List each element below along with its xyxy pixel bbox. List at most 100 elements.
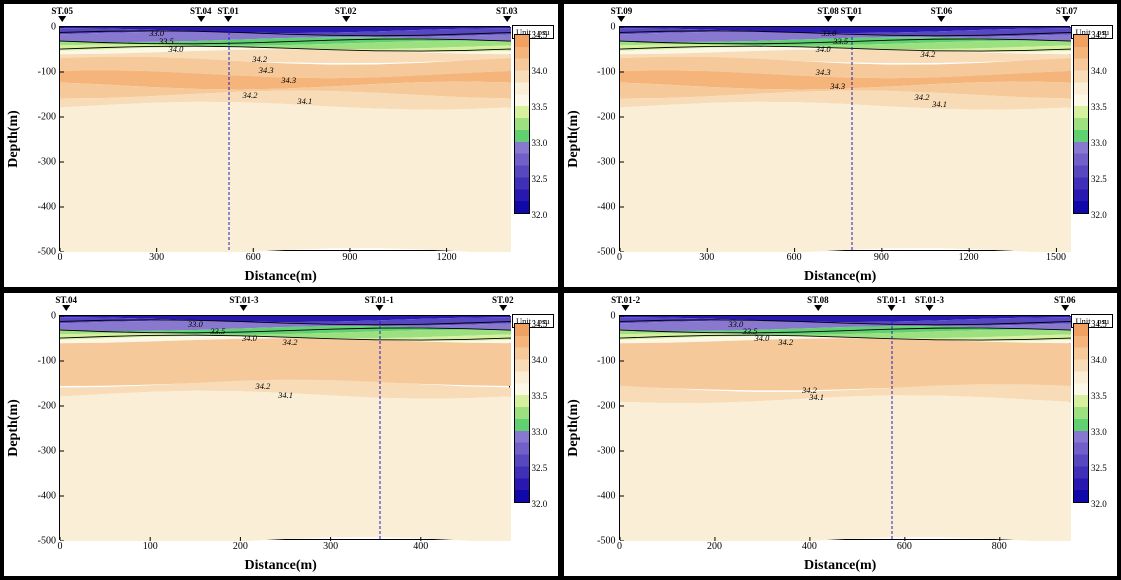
station-label: ST.06 <box>1054 295 1076 305</box>
colorbar-tick-label: 34.5 <box>529 30 548 40</box>
x-tick-label: 600 <box>787 250 802 263</box>
y-tick-label: -100 <box>38 67 60 78</box>
station-marker: ST.01-3 <box>229 295 258 311</box>
colorbar-tick-label: 32.0 <box>1088 210 1107 220</box>
x-tick-label: 900 <box>342 250 357 263</box>
y-axis-title: Depth(m) <box>566 110 582 168</box>
colorbar-tick-label: 34.0 <box>529 355 548 365</box>
y-tick-label: -200 <box>597 401 619 412</box>
colorbar-tick-label: 32.0 <box>1088 499 1107 509</box>
reference-vline <box>892 316 893 539</box>
x-tick-label: 1200 <box>437 250 457 263</box>
x-axis-title: Distance(m) <box>804 558 876 574</box>
triangle-down-icon <box>197 16 205 22</box>
colorbar-tick-label: 34.5 <box>529 319 548 329</box>
chart-panel: Depth(m) Distance(m) ST.01-2 ST.08 ST.01-1 ST… <box>562 291 1120 578</box>
station-label: ST.05 <box>51 6 73 16</box>
colorbar-tick-label: 34.0 <box>1088 66 1107 76</box>
station-marker: ST.09 <box>611 6 633 22</box>
triangle-down-icon <box>925 305 933 311</box>
y-tick-label: 0 <box>51 22 60 33</box>
y-tick-label: -400 <box>38 491 60 502</box>
triangle-down-icon <box>1061 305 1069 311</box>
reference-vline <box>229 27 230 250</box>
colorbar-tick-label: 32.5 <box>529 463 548 473</box>
colorbar-tick-label: 33.5 <box>1088 391 1107 401</box>
x-axis-title: Distance(m) <box>245 558 317 574</box>
x-tick-label: 0 <box>58 539 63 552</box>
colorbar-tick-label: 34.5 <box>1088 30 1107 40</box>
triangle-down-icon <box>375 305 383 311</box>
colorbar-tick-label: 32.5 <box>1088 174 1107 184</box>
station-label: ST.01-1 <box>365 295 394 305</box>
colorbar-tick-label: 33.0 <box>529 138 548 148</box>
station-label: ST.01-1 <box>877 295 906 305</box>
y-tick-label: -200 <box>597 112 619 123</box>
colorbar-tick-label: 32.0 <box>529 499 548 509</box>
colorbar-tick-label: 33.0 <box>1088 427 1107 437</box>
x-tick-label: 300 <box>699 250 714 263</box>
triangle-down-icon <box>503 16 511 22</box>
x-tick-label: 100 <box>143 539 158 552</box>
colorbar-tick-label: 34.0 <box>1088 355 1107 365</box>
x-tick-label: 400 <box>802 539 817 552</box>
triangle-down-icon <box>622 305 630 311</box>
colorbar-tick-label: 33.5 <box>529 102 548 112</box>
station-label: ST.01-3 <box>915 295 944 305</box>
y-tick-label: -100 <box>38 356 60 367</box>
station-label: ST.02 <box>492 295 514 305</box>
y-tick-label: -200 <box>38 112 60 123</box>
colorbar-tick-label: 34.5 <box>1088 319 1107 329</box>
station-marker: ST.08 <box>817 6 839 22</box>
station-marker: ST.02 <box>335 6 357 22</box>
station-label: ST.08 <box>807 295 829 305</box>
chart-panel: Depth(m)Distance(m)ST.09ST.08ST.01ST.06S… <box>562 2 1120 289</box>
chart-panel: Depth(m)Distance(m)ST.05ST.04ST.01ST.02S… <box>2 2 560 289</box>
y-tick-label: -300 <box>597 446 619 457</box>
station-marker: ST.05 <box>51 6 73 22</box>
station-label: ST.07 <box>1056 6 1078 16</box>
y-axis-title: Depth(m) <box>6 399 22 457</box>
plot-area: 0-100-200-300-400-500010020030040033.033… <box>59 315 510 540</box>
x-tick-label: 600 <box>897 539 912 552</box>
colorbar-tick-label: 32.5 <box>1088 463 1107 473</box>
y-tick-label: -400 <box>597 491 619 502</box>
chart-panel: Depth(m) Distance(m) ST.04 ST.01-3 ST.01-1 ST… <box>2 291 560 578</box>
triangle-down-icon <box>937 16 945 22</box>
x-axis-title: Distance(m) <box>245 269 317 285</box>
station-marker: ST.01-2 <box>611 295 640 311</box>
x-tick-label: 300 <box>149 250 164 263</box>
reference-vline <box>852 27 853 250</box>
y-axis-title: Depth(m) <box>566 399 582 457</box>
colorbar-tick-label: 34.0 <box>529 66 548 76</box>
triangle-down-icon <box>240 305 248 311</box>
x-tick-label: 0 <box>617 539 622 552</box>
x-tick-label: 800 <box>992 539 1007 552</box>
station-label: ST.03 <box>496 6 518 16</box>
station-marker: ST.06 <box>1054 295 1076 311</box>
station-marker: ST.01 <box>840 6 862 22</box>
station-marker: ST.01-1 <box>365 295 394 311</box>
station-label: ST.06 <box>931 6 953 16</box>
station-label: ST.08 <box>817 6 839 16</box>
x-tick-label: 0 <box>58 250 63 263</box>
colorbar-tick-label: 33.0 <box>1088 138 1107 148</box>
station-label: ST.01 <box>217 6 239 16</box>
triangle-down-icon <box>1063 16 1071 22</box>
station-label: ST.04 <box>55 295 77 305</box>
station-marker: ST.04 <box>55 295 77 311</box>
station-label: ST.01-2 <box>611 295 640 305</box>
colorbar-tick-label: 32.0 <box>529 210 548 220</box>
triangle-down-icon <box>887 305 895 311</box>
station-label: ST.01 <box>840 6 862 16</box>
station-marker: ST.02 <box>492 295 514 311</box>
colorbar: 34.534.033.533.032.532.0 <box>1073 34 1089 214</box>
station-marker: ST.04 <box>190 6 212 22</box>
stations-row: ST.05ST.04ST.01ST.02ST.03 <box>59 6 510 24</box>
x-tick-label: 200 <box>233 539 248 552</box>
x-tick-label: 600 <box>246 250 261 263</box>
colorbar: 34.534.033.533.032.532.0 <box>1073 323 1089 503</box>
station-marker: ST.01 <box>217 6 239 22</box>
station-label: ST.01-3 <box>229 295 258 305</box>
station-marker: ST.06 <box>931 6 953 22</box>
